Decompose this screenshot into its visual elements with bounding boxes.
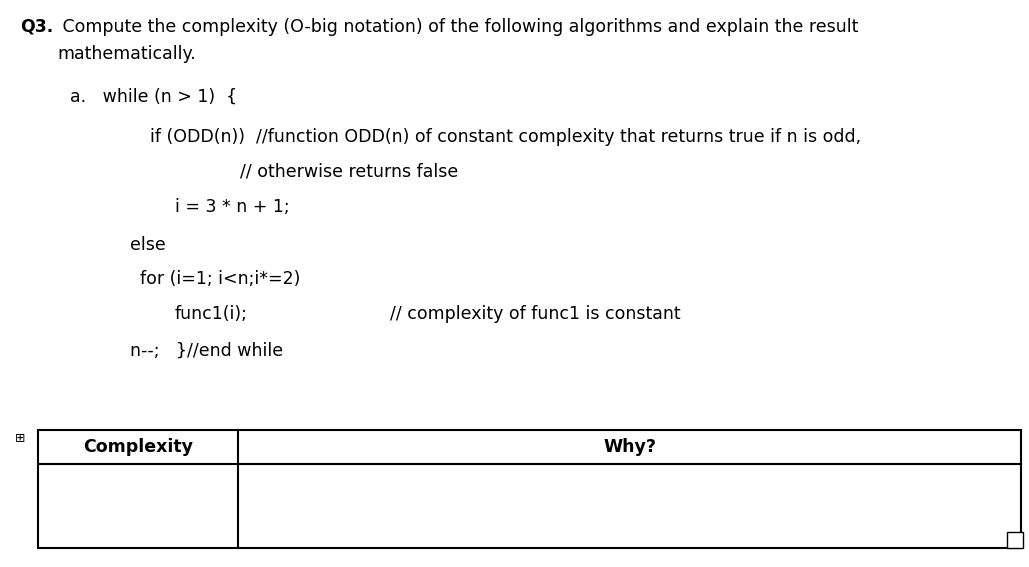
Text: Why?: Why? bbox=[603, 438, 657, 456]
Text: func1(i);: func1(i); bbox=[175, 305, 248, 323]
Text: Complexity: Complexity bbox=[83, 438, 193, 456]
Bar bbox=[38, 430, 1021, 548]
Text: a.   while (n > 1)  {: a. while (n > 1) { bbox=[70, 88, 237, 106]
Text: Compute the complexity (O-big notation) of the following algorithms and explain : Compute the complexity (O-big notation) … bbox=[57, 18, 858, 36]
Text: else: else bbox=[130, 236, 166, 254]
Text: ⊞: ⊞ bbox=[15, 432, 26, 445]
Text: if (ODD(n))  //function ODD(n) of constant complexity that returns true if n is : if (ODD(n)) //function ODD(n) of constan… bbox=[150, 128, 861, 146]
Text: i = 3 * n + 1;: i = 3 * n + 1; bbox=[175, 198, 289, 216]
Text: Q3.: Q3. bbox=[20, 18, 54, 36]
Text: mathematically.: mathematically. bbox=[57, 45, 196, 63]
Text: // otherwise returns false: // otherwise returns false bbox=[240, 162, 458, 180]
Bar bbox=[1007, 532, 1023, 548]
Text: for (i=1; i<n;i*=2): for (i=1; i<n;i*=2) bbox=[140, 270, 300, 288]
Text: // complexity of func1 is constant: // complexity of func1 is constant bbox=[390, 305, 680, 323]
Text: n--;   }//end while: n--; }//end while bbox=[130, 342, 283, 360]
